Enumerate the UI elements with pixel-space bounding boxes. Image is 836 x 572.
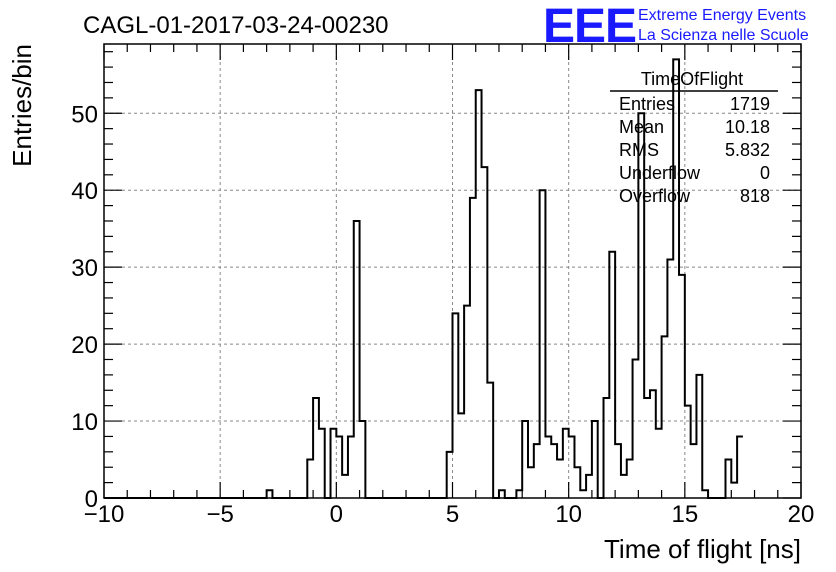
y-tick-label: 10	[71, 409, 98, 436]
y-tick-labels: 0 10 20 30 40 50	[71, 101, 98, 513]
stats-value: 10.18	[725, 117, 770, 137]
x-tick-label: 20	[788, 501, 815, 528]
y-tick-label: 20	[71, 332, 98, 359]
axis-ticks	[103, 44, 802, 499]
stats-box: TimeOfFlight Entries 1719 Mean 10.18 RMS 5.83…	[610, 69, 778, 206]
stats-label: Mean	[619, 117, 664, 137]
stats-label: RMS	[619, 140, 659, 160]
stats-label: Entries	[619, 94, 675, 114]
x-tick-label: 10	[555, 501, 582, 528]
y-tick-label: 30	[71, 255, 98, 282]
x-axis-label: Time of flight [ns]	[604, 534, 801, 564]
stats-value: 1719	[730, 94, 770, 114]
y-tick-label: 50	[71, 101, 98, 128]
chart-title: CAGL-01-2017-03-24-00230	[83, 12, 389, 39]
brand-line-2: La Scienza nelle Scuole	[638, 27, 809, 44]
x-tick-label: −5	[206, 501, 233, 528]
stats-label: Underflow	[619, 163, 701, 183]
x-tick-label: −10	[84, 501, 125, 528]
y-axis-label: Entries/bin	[7, 44, 37, 167]
y-tick-label: 0	[85, 486, 98, 513]
brand-line-1: Extreme Energy Events	[638, 7, 806, 24]
y-tick-label: 40	[71, 178, 98, 205]
stats-value: 818	[740, 186, 770, 206]
x-tick-label: 0	[330, 501, 343, 528]
x-tick-labels: −10 −5 0 5 10 15 20	[84, 501, 815, 528]
stats-label: Overflow	[619, 186, 691, 206]
eee-logo: EEE	[543, 0, 636, 53]
stats-rows: Entries 1719 Mean 10.18 RMS 5.832 Underflow 0 Ov…	[619, 94, 770, 206]
x-tick-label: 5	[446, 501, 459, 528]
stats-value: 5.832	[725, 140, 770, 160]
stats-value: 0	[760, 163, 770, 183]
stats-name: TimeOfFlight	[641, 69, 743, 89]
x-tick-label: 15	[671, 501, 698, 528]
